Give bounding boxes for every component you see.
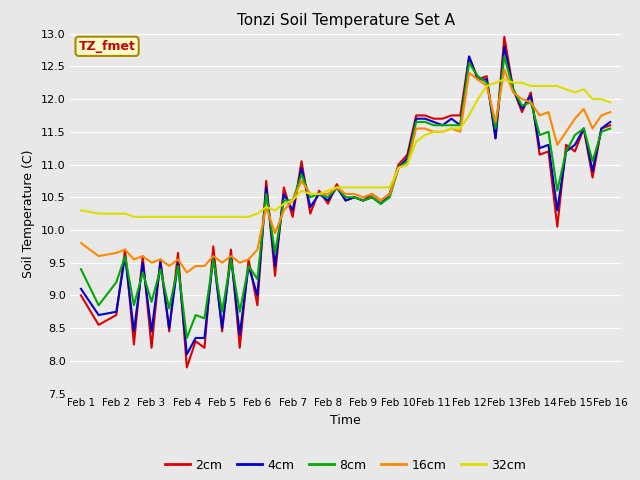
Title: Tonzi Soil Temperature Set A: Tonzi Soil Temperature Set A	[237, 13, 454, 28]
16cm	[148, 260, 156, 265]
X-axis label: Time: Time	[330, 414, 361, 427]
32cm	[606, 99, 614, 105]
4cm	[148, 328, 156, 334]
4cm	[77, 286, 85, 292]
32cm	[183, 214, 191, 220]
4cm	[500, 44, 508, 49]
16cm	[113, 250, 120, 256]
2cm	[174, 250, 182, 256]
8cm	[113, 279, 120, 285]
8cm	[183, 335, 191, 341]
32cm	[500, 76, 508, 82]
4cm	[236, 332, 244, 337]
16cm	[500, 67, 508, 72]
8cm	[77, 266, 85, 272]
2cm	[183, 364, 191, 370]
4cm	[474, 76, 482, 82]
8cm	[606, 126, 614, 132]
Text: TZ_fmet: TZ_fmet	[79, 40, 136, 53]
Line: 32cm: 32cm	[81, 79, 610, 217]
8cm	[174, 263, 182, 269]
16cm	[183, 270, 191, 276]
Line: 8cm: 8cm	[81, 57, 610, 338]
32cm	[368, 184, 376, 190]
2cm	[148, 345, 156, 351]
16cm	[474, 76, 482, 82]
4cm	[606, 119, 614, 125]
16cm	[236, 260, 244, 265]
Line: 16cm: 16cm	[81, 70, 610, 273]
16cm	[606, 109, 614, 115]
16cm	[77, 240, 85, 246]
8cm	[500, 54, 508, 60]
8cm	[148, 299, 156, 305]
2cm	[77, 292, 85, 298]
4cm	[174, 260, 182, 265]
32cm	[130, 214, 138, 220]
2cm	[368, 191, 376, 197]
Legend: 2cm, 4cm, 8cm, 16cm, 32cm: 2cm, 4cm, 8cm, 16cm, 32cm	[160, 454, 531, 477]
4cm	[113, 309, 120, 315]
4cm	[368, 194, 376, 200]
4cm	[183, 351, 191, 357]
16cm	[368, 191, 376, 197]
2cm	[474, 76, 482, 82]
32cm	[474, 96, 482, 102]
32cm	[157, 214, 164, 220]
2cm	[500, 34, 508, 40]
32cm	[113, 211, 120, 216]
2cm	[236, 345, 244, 351]
Line: 4cm: 4cm	[81, 47, 610, 354]
2cm	[606, 122, 614, 128]
Line: 2cm: 2cm	[81, 37, 610, 367]
8cm	[474, 73, 482, 79]
32cm	[77, 207, 85, 213]
2cm	[113, 312, 120, 318]
8cm	[368, 194, 376, 200]
16cm	[174, 256, 182, 262]
32cm	[236, 214, 244, 220]
Y-axis label: Soil Temperature (C): Soil Temperature (C)	[22, 149, 35, 278]
8cm	[236, 309, 244, 315]
